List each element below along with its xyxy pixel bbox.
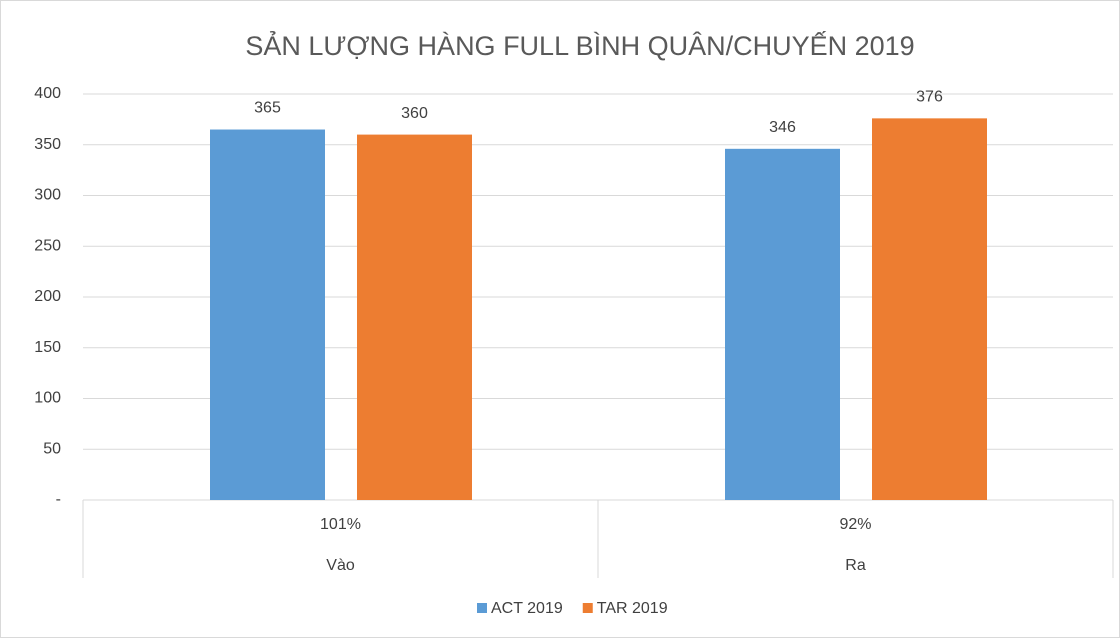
legend-swatch bbox=[477, 603, 487, 613]
legend-swatch bbox=[582, 603, 593, 613]
y-tick-label: 50 bbox=[43, 440, 61, 457]
data-label: 360 bbox=[401, 105, 428, 122]
legend-label: TAR 2019 bbox=[597, 600, 668, 617]
y-tick-label: 150 bbox=[34, 339, 61, 356]
chart-title: SẢN LƯỢNG HÀNG FULL BÌNH QUÂN/CHUYẾN 201… bbox=[245, 29, 914, 61]
y-tick-label: 400 bbox=[34, 85, 61, 102]
bar bbox=[872, 118, 987, 501]
x-tick-label: Ra bbox=[845, 557, 866, 574]
bar bbox=[210, 129, 325, 500]
bar bbox=[725, 148, 840, 500]
y-tick-label: 350 bbox=[34, 136, 61, 153]
data-label: 346 bbox=[769, 119, 796, 136]
legend-label: ACT 2019 bbox=[491, 600, 563, 617]
x-tick-label: Vào bbox=[326, 557, 355, 574]
x-tick-sublabel: 101% bbox=[320, 516, 361, 533]
y-tick-label: 250 bbox=[34, 237, 61, 254]
y-tick-label: 100 bbox=[34, 390, 61, 407]
data-label: 365 bbox=[254, 100, 281, 117]
data-label: 376 bbox=[916, 89, 943, 106]
bar bbox=[357, 134, 472, 500]
y-tick-label: - bbox=[56, 491, 61, 508]
y-tick-label: 300 bbox=[34, 187, 61, 204]
y-tick-label: 200 bbox=[34, 288, 61, 305]
x-tick-sublabel: 92% bbox=[839, 516, 871, 533]
